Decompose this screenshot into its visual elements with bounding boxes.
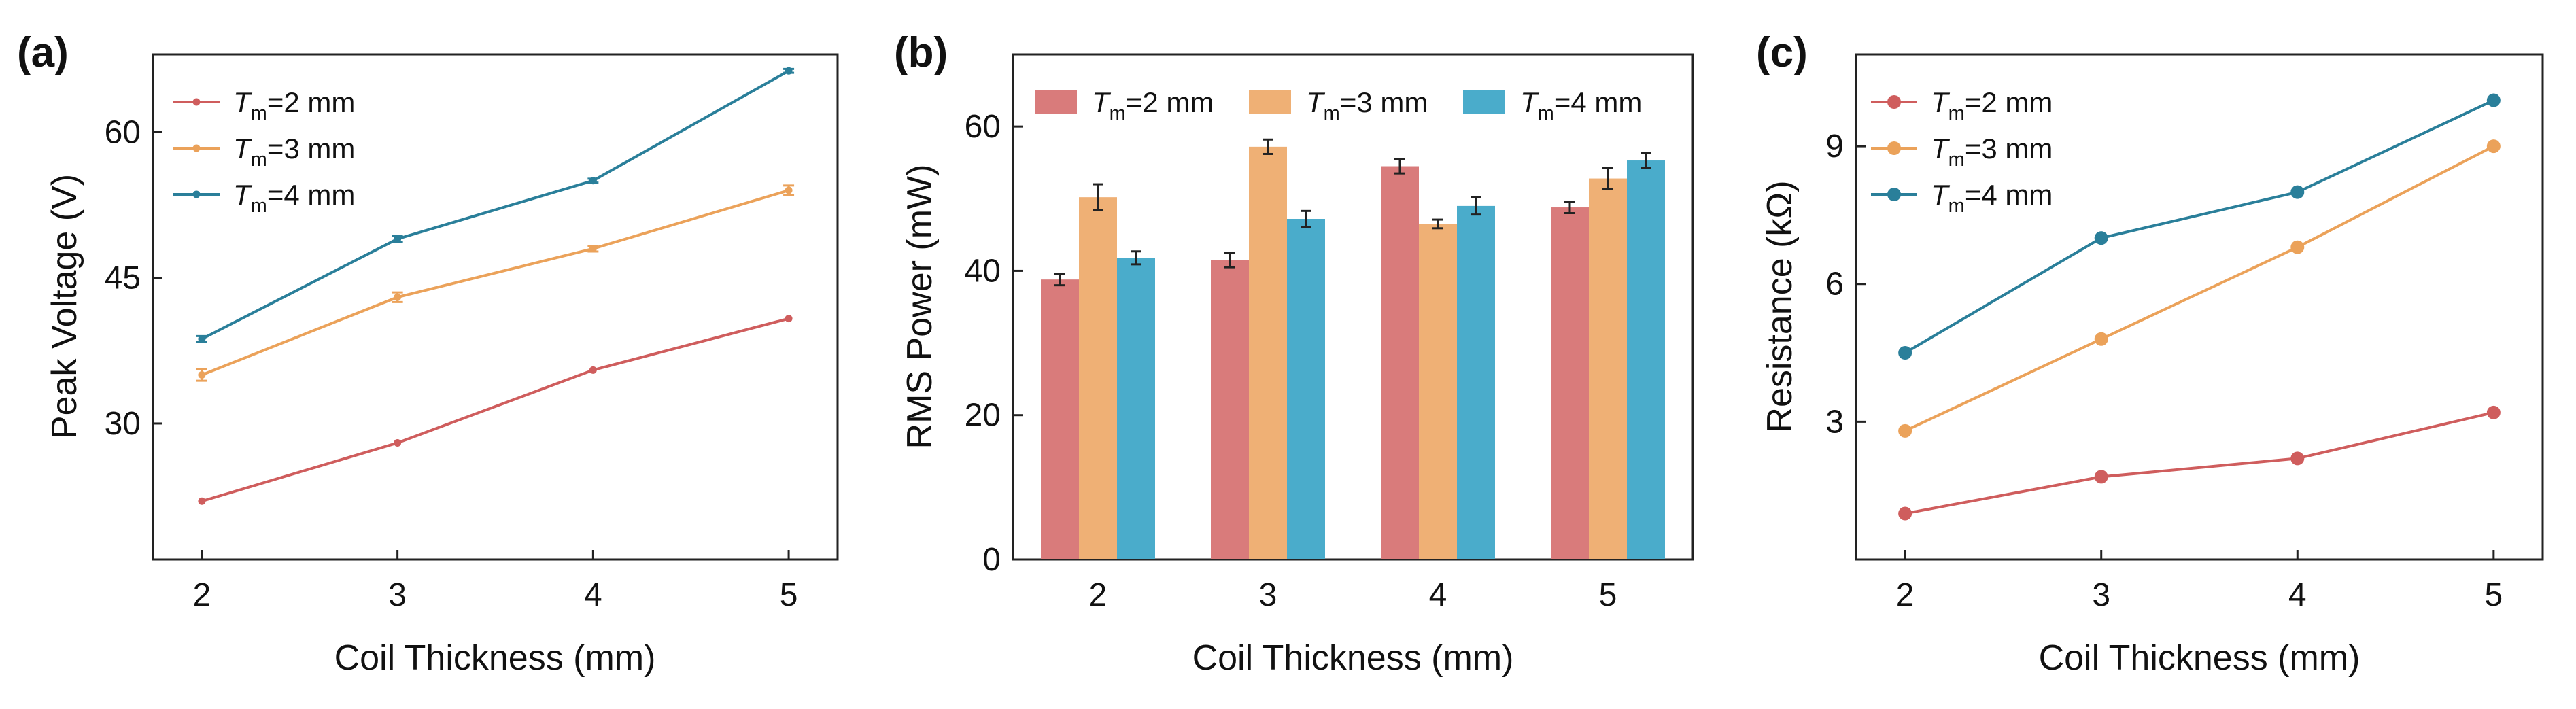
data-point xyxy=(589,177,597,185)
legend-label: Tm=4 mm xyxy=(1931,179,2053,217)
panel-c-resistance-chart: (c) 3 6 9 2 3 4 5 Coil Thickness (mm) Resistance … xyxy=(1756,29,2544,678)
series-line xyxy=(1904,99,2494,354)
data-point xyxy=(394,235,402,243)
y-tick-label: 30 xyxy=(105,406,141,442)
data-point xyxy=(1898,423,1912,438)
data-point xyxy=(1898,506,1912,521)
panel-label: (a) xyxy=(17,29,69,76)
data-point xyxy=(785,186,793,194)
data-point xyxy=(198,371,206,379)
legend-marker xyxy=(192,98,201,106)
legend-label: Tm=4 mm xyxy=(233,179,355,217)
bar xyxy=(1041,279,1079,559)
legend-label: Tm=2 mm xyxy=(1931,86,2053,124)
series-line xyxy=(201,69,790,341)
data-point xyxy=(198,497,206,505)
data-point xyxy=(2094,231,2108,245)
legend-marker xyxy=(192,190,201,198)
bar xyxy=(1457,205,1495,559)
legend-swatch xyxy=(1035,90,1077,114)
legend-label: Tm=3 mm xyxy=(233,133,355,171)
series-line xyxy=(201,317,789,503)
legend-marker xyxy=(192,144,201,152)
data-point xyxy=(2486,405,2501,419)
legend-swatch xyxy=(1249,90,1291,114)
axes-frame xyxy=(1855,53,2544,561)
bar xyxy=(1589,178,1627,560)
data-point xyxy=(2094,332,2108,346)
x-tick-label: 2 xyxy=(1896,577,1914,613)
panel-b-power-chart: (b) 0 20 40 60 2 3 4 5 Coil Thickness (mm) RMS Pow… xyxy=(894,29,1694,678)
legend-marker xyxy=(1887,188,1901,201)
bar xyxy=(1419,224,1457,559)
axes-frame xyxy=(1012,53,1694,561)
x-tick-label: 5 xyxy=(780,577,798,613)
bar xyxy=(1249,146,1287,559)
bar xyxy=(1381,166,1419,559)
legend-marker xyxy=(1887,95,1901,109)
x-tick-label: 5 xyxy=(1599,577,1617,613)
x-tick-label: 3 xyxy=(2092,577,2110,613)
data-point xyxy=(1898,346,1912,360)
y-tick-label: 0 xyxy=(982,542,1001,578)
x-tick-label: 2 xyxy=(193,577,211,613)
y-tick-label: 60 xyxy=(105,114,141,150)
bar xyxy=(1117,258,1155,559)
bar xyxy=(1079,197,1117,560)
y-tick-label: 9 xyxy=(1825,128,1844,165)
legend-label: Tm=2 mm xyxy=(1092,86,1214,124)
legend-label: Tm=3 mm xyxy=(1931,133,2053,171)
x-tick-label: 4 xyxy=(2288,577,2307,613)
y-axis-title: Resistance (kΩ) xyxy=(1760,180,1800,432)
legend-label: Tm=2 mm xyxy=(233,86,355,124)
data-point xyxy=(198,335,206,343)
y-axis-title: RMS Power (mW) xyxy=(900,165,940,449)
x-tick-label: 5 xyxy=(2485,577,2503,613)
series-line xyxy=(201,189,789,377)
y-tick-label: 40 xyxy=(965,253,1001,289)
data-point xyxy=(785,315,793,323)
legend-marker xyxy=(1887,141,1901,155)
x-axis-title: Coil Thickness (mm) xyxy=(334,638,656,678)
legend-label: Tm=4 mm xyxy=(1520,86,1642,124)
bar xyxy=(1211,260,1249,559)
legend-swatch xyxy=(1463,90,1505,114)
data-point xyxy=(785,67,793,75)
bar xyxy=(1287,219,1325,559)
panel-label: (b) xyxy=(894,29,948,76)
y-tick-label: 20 xyxy=(965,398,1001,434)
x-tick-label: 3 xyxy=(388,577,407,613)
y-tick-label: 3 xyxy=(1825,404,1844,440)
y-axis-title: Peak Voltage (V) xyxy=(45,174,84,439)
data-point xyxy=(589,366,597,374)
x-tick-label: 4 xyxy=(1429,577,1447,613)
bar xyxy=(1627,160,1665,559)
data-point xyxy=(394,439,402,447)
x-axis-title: Coil Thickness (mm) xyxy=(1192,638,1514,678)
x-tick-label: 2 xyxy=(1089,577,1107,613)
panel-label: (c) xyxy=(1756,29,1808,76)
data-point xyxy=(2094,470,2108,484)
y-tick-label: 6 xyxy=(1825,266,1844,302)
x-axis-title: Coil Thickness (mm) xyxy=(2039,638,2360,678)
data-point xyxy=(2486,139,2501,154)
series-line xyxy=(1904,411,2494,515)
series-line xyxy=(1904,145,2494,432)
data-point xyxy=(2290,451,2305,466)
data-point xyxy=(394,293,402,301)
data-point xyxy=(589,245,597,253)
x-tick-label: 3 xyxy=(1259,577,1277,613)
data-point xyxy=(2290,185,2305,199)
data-point xyxy=(2290,240,2305,254)
legend-label: Tm=3 mm xyxy=(1306,86,1428,124)
bar xyxy=(1551,207,1589,560)
y-tick-label: 45 xyxy=(105,260,141,296)
x-tick-label: 4 xyxy=(584,577,602,613)
data-point xyxy=(2486,93,2501,107)
axes-frame xyxy=(152,53,839,561)
y-tick-label: 60 xyxy=(965,109,1001,145)
